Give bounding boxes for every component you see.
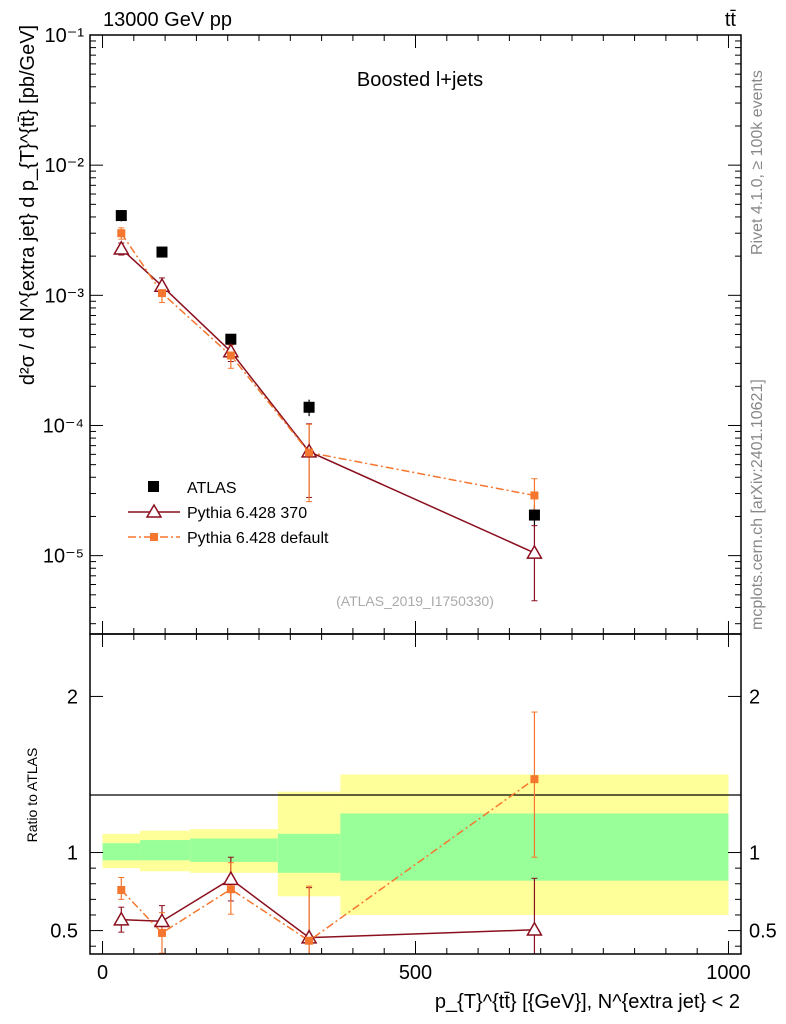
ratio-pythia370-point <box>153 912 171 928</box>
main-panel: Boosted l+jets (ATLAS_2019_I1750330) d²σ… <box>17 25 742 635</box>
ratio-x-tick-label: 0 <box>97 962 108 984</box>
inner-uncertainty-band <box>140 840 191 861</box>
ratio-pythia370-point <box>113 911 130 926</box>
ratio-y-tick-label-right: 2 <box>749 686 760 708</box>
ratio-y-axis-label: Ratio to ATLAS <box>24 748 40 843</box>
ratio-pythia-default-point <box>117 886 126 894</box>
main-series-lines <box>120 232 535 554</box>
x-axis-label: p_{T}^{tt̄} [{GeV}], N^{extra jet} < 2 <box>435 991 740 1013</box>
inner-uncertainty-band <box>190 838 278 862</box>
rivet-version-label: Rivet 4.1.0, ≥ 100k events <box>749 70 766 255</box>
main-y-ticks <box>90 34 741 634</box>
pythia-default-point <box>305 448 314 457</box>
ratio-y-tick-label: 2 <box>67 686 78 708</box>
ratio-panel: 0.5 0.5 1 1 2 2 0 500 1000 Ratio to ATLAS p_{T}… <box>24 633 777 1013</box>
main-markers <box>113 210 543 559</box>
legend-pythia370-marker <box>145 503 163 518</box>
main-y-tick-label: 10⁻¹ <box>45 25 85 47</box>
atlas-data-point <box>225 333 237 345</box>
atlas-data-point <box>528 509 540 521</box>
ratio-frame <box>89 633 742 955</box>
main-series-line <box>120 248 535 554</box>
ratio-x-tick-labels: 0 500 1000 <box>97 962 751 984</box>
main-y-tick-label: 10⁻⁵ <box>43 546 84 568</box>
inner-uncertainty-band <box>102 843 141 861</box>
atlas-data-point <box>303 401 315 413</box>
pythia370-point <box>113 240 130 255</box>
ratio-y-tick-label: 0.5 <box>50 921 78 943</box>
ratio-y-tick-label-right: 0.5 <box>749 921 777 943</box>
ratio-pythia370-point <box>222 870 240 886</box>
main-title: Boosted l+jets <box>357 69 483 91</box>
pythia-default-point <box>117 229 126 238</box>
main-y-tick-label: 10⁻² <box>45 155 85 177</box>
pythia370-point <box>526 544 543 559</box>
ratio-y-tick-labels: 0.5 0.5 1 1 2 2 <box>50 686 777 942</box>
legend-atlas-marker <box>148 481 159 492</box>
atlas-data-point <box>115 210 127 222</box>
legend: ATLAS Pythia 6.428 370 Pythia 6.428 defa… <box>128 480 329 547</box>
inner-uncertainty-band <box>277 833 341 873</box>
main-y-tick-labels: 10⁻⁵ 10⁻⁴ 10⁻³ 10⁻² 10⁻¹ <box>43 25 85 568</box>
ratio-pythia370-point <box>526 921 543 936</box>
ratio-pythia-default-point <box>530 775 539 784</box>
ratio-pythia-default-point <box>305 936 314 945</box>
main-y-axis-label: d²σ / d N^{extra jet} d p_{T}^{tt̄} [pb/… <box>17 25 39 385</box>
main-y-tick-label: 10⁻⁴ <box>43 415 84 437</box>
ratio-x-tick-label: 500 <box>399 962 432 984</box>
pythia-default-point <box>226 351 235 360</box>
pythia-default-point <box>530 491 539 500</box>
analysis-id: (ATLAS_2019_I1750330) <box>336 593 494 609</box>
legend-pythia-default-label: Pythia 6.428 default <box>187 530 329 547</box>
energy-label: 13000 GeV pp <box>103 9 232 31</box>
ratio-y-tick-label: 1 <box>67 843 78 865</box>
legend-pythia-default-marker <box>150 533 158 541</box>
main-y-tick-label: 10⁻³ <box>45 285 85 307</box>
legend-atlas-label: ATLAS <box>187 480 237 497</box>
pythia-default-point <box>157 289 166 298</box>
ratio-x-tick-label: 1000 <box>706 962 751 984</box>
main-series-line <box>120 232 535 497</box>
ratio-ticks <box>90 634 741 954</box>
atlas-data-point <box>156 246 168 258</box>
ratio-markers <box>113 775 543 945</box>
legend-pythia370-label: Pythia 6.428 370 <box>187 505 307 522</box>
ratio-y-tick-label-right: 1 <box>749 843 760 865</box>
mcplots-source-label: mcplots.cern.ch [arXiv:2401.10621] <box>749 379 766 630</box>
ratio-pythia-default-point <box>157 928 166 937</box>
process-label: tt̄ <box>725 9 737 31</box>
ratio-pythia-default-point <box>226 885 235 894</box>
